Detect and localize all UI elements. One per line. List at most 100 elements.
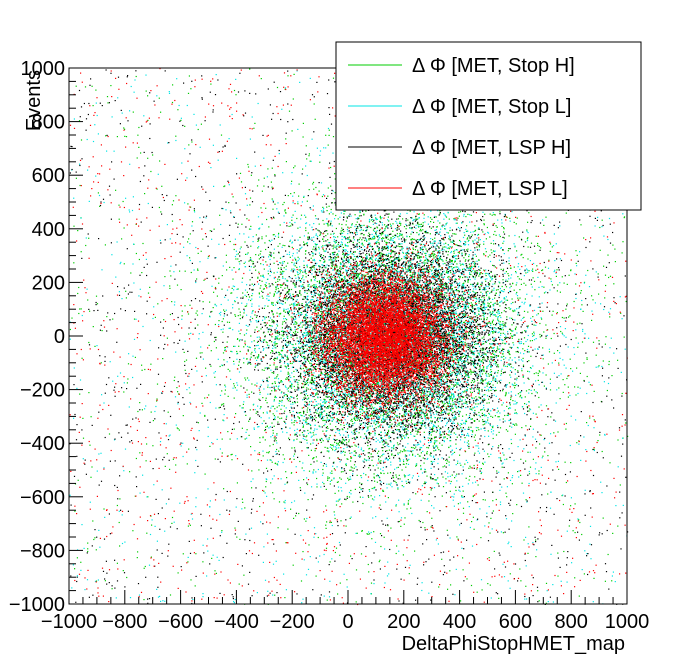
scatter-point bbox=[177, 572, 179, 574]
scatter-point bbox=[178, 429, 180, 431]
scatter-point bbox=[402, 416, 404, 418]
scatter-point bbox=[361, 406, 364, 409]
scatter-point bbox=[372, 314, 374, 316]
scatter-point bbox=[237, 338, 239, 340]
scatter-point bbox=[107, 102, 109, 104]
scatter-point bbox=[222, 352, 225, 354]
scatter-point bbox=[263, 185, 265, 187]
scatter-point bbox=[197, 128, 199, 131]
scatter-point bbox=[542, 358, 544, 360]
scatter-point bbox=[557, 575, 559, 577]
scatter-point bbox=[341, 232, 343, 234]
scatter-point bbox=[239, 318, 241, 320]
scatter-point bbox=[502, 249, 504, 251]
scatter-point bbox=[291, 130, 293, 132]
scatter-point bbox=[495, 360, 497, 363]
scatter-point bbox=[455, 244, 457, 246]
scatter-point bbox=[581, 341, 584, 343]
scatter-point bbox=[126, 576, 128, 579]
scatter-point bbox=[262, 332, 265, 334]
scatter-point bbox=[564, 461, 566, 463]
scatter-point bbox=[310, 336, 312, 338]
scatter-point bbox=[557, 284, 559, 286]
scatter-point bbox=[293, 447, 296, 449]
scatter-point bbox=[271, 336, 273, 338]
scatter-point bbox=[75, 85, 77, 87]
scatter-point bbox=[423, 414, 426, 416]
scatter-point bbox=[423, 268, 425, 270]
scatter-point bbox=[535, 269, 537, 271]
scatter-point bbox=[296, 303, 298, 305]
scatter-point bbox=[502, 332, 504, 334]
scatter-point bbox=[482, 343, 484, 345]
scatter-point bbox=[490, 373, 492, 375]
scatter-point bbox=[474, 434, 476, 436]
scatter-point bbox=[319, 161, 321, 163]
scatter-point bbox=[303, 412, 305, 415]
scatter-point bbox=[166, 337, 168, 339]
scatter-point bbox=[319, 233, 322, 235]
scatter-point bbox=[372, 386, 374, 388]
scatter-point bbox=[505, 307, 508, 309]
scatter-point bbox=[437, 259, 439, 261]
scatter-point bbox=[478, 411, 480, 414]
scatter-point bbox=[383, 472, 385, 475]
scatter-point bbox=[347, 274, 349, 276]
scatter-point bbox=[341, 300, 343, 302]
scatter-point bbox=[469, 347, 471, 349]
scatter-point bbox=[299, 271, 301, 273]
scatter-point bbox=[352, 407, 354, 410]
scatter-point bbox=[371, 487, 373, 490]
scatter-point bbox=[444, 292, 446, 294]
scatter-point bbox=[373, 270, 375, 272]
scatter-point bbox=[273, 257, 275, 259]
scatter-point bbox=[487, 256, 489, 258]
scatter-point bbox=[274, 396, 276, 399]
scatter-point bbox=[273, 364, 275, 366]
scatter-point bbox=[361, 412, 363, 415]
scatter-point bbox=[440, 434, 442, 436]
scatter-point bbox=[553, 352, 555, 354]
scatter-point bbox=[273, 498, 275, 500]
scatter-point bbox=[477, 228, 479, 230]
scatter-point bbox=[164, 465, 166, 467]
scatter-point bbox=[493, 323, 495, 326]
scatter-point bbox=[322, 245, 324, 247]
scatter-point bbox=[400, 339, 402, 341]
scatter-point bbox=[78, 120, 81, 122]
scatter-point bbox=[479, 358, 481, 360]
scatter-point bbox=[460, 306, 462, 308]
scatter-point bbox=[305, 367, 307, 369]
scatter-point bbox=[237, 315, 239, 317]
scatter-point bbox=[325, 547, 328, 549]
scatter-point bbox=[602, 517, 604, 519]
scatter-point bbox=[292, 564, 294, 566]
scatter-point bbox=[309, 362, 311, 364]
scatter-point bbox=[449, 373, 451, 375]
scatter-point bbox=[457, 503, 459, 505]
scatter-point bbox=[303, 518, 305, 520]
scatter-point bbox=[154, 316, 156, 318]
scatter-point bbox=[134, 495, 136, 497]
scatter-point bbox=[315, 244, 317, 246]
scatter-point bbox=[419, 257, 421, 259]
scatter-point bbox=[425, 397, 427, 400]
scatter-point bbox=[480, 318, 482, 320]
scatter-point bbox=[370, 226, 372, 229]
scatter-point bbox=[326, 521, 328, 523]
scatter-point bbox=[423, 305, 425, 307]
scatter-point bbox=[367, 392, 369, 394]
scatter-point bbox=[395, 552, 397, 555]
scatter-point bbox=[426, 414, 428, 416]
scatter-point bbox=[393, 274, 395, 276]
scatter-point bbox=[317, 293, 319, 295]
scatter-point bbox=[414, 297, 416, 299]
scatter-point bbox=[225, 261, 227, 263]
scatter-point bbox=[315, 310, 317, 312]
scatter-point bbox=[432, 283, 434, 285]
scatter-point bbox=[329, 407, 331, 409]
scatter-point bbox=[250, 225, 252, 227]
scatter-point bbox=[489, 374, 491, 376]
scatter-point bbox=[342, 246, 344, 249]
scatter-point bbox=[532, 458, 534, 460]
